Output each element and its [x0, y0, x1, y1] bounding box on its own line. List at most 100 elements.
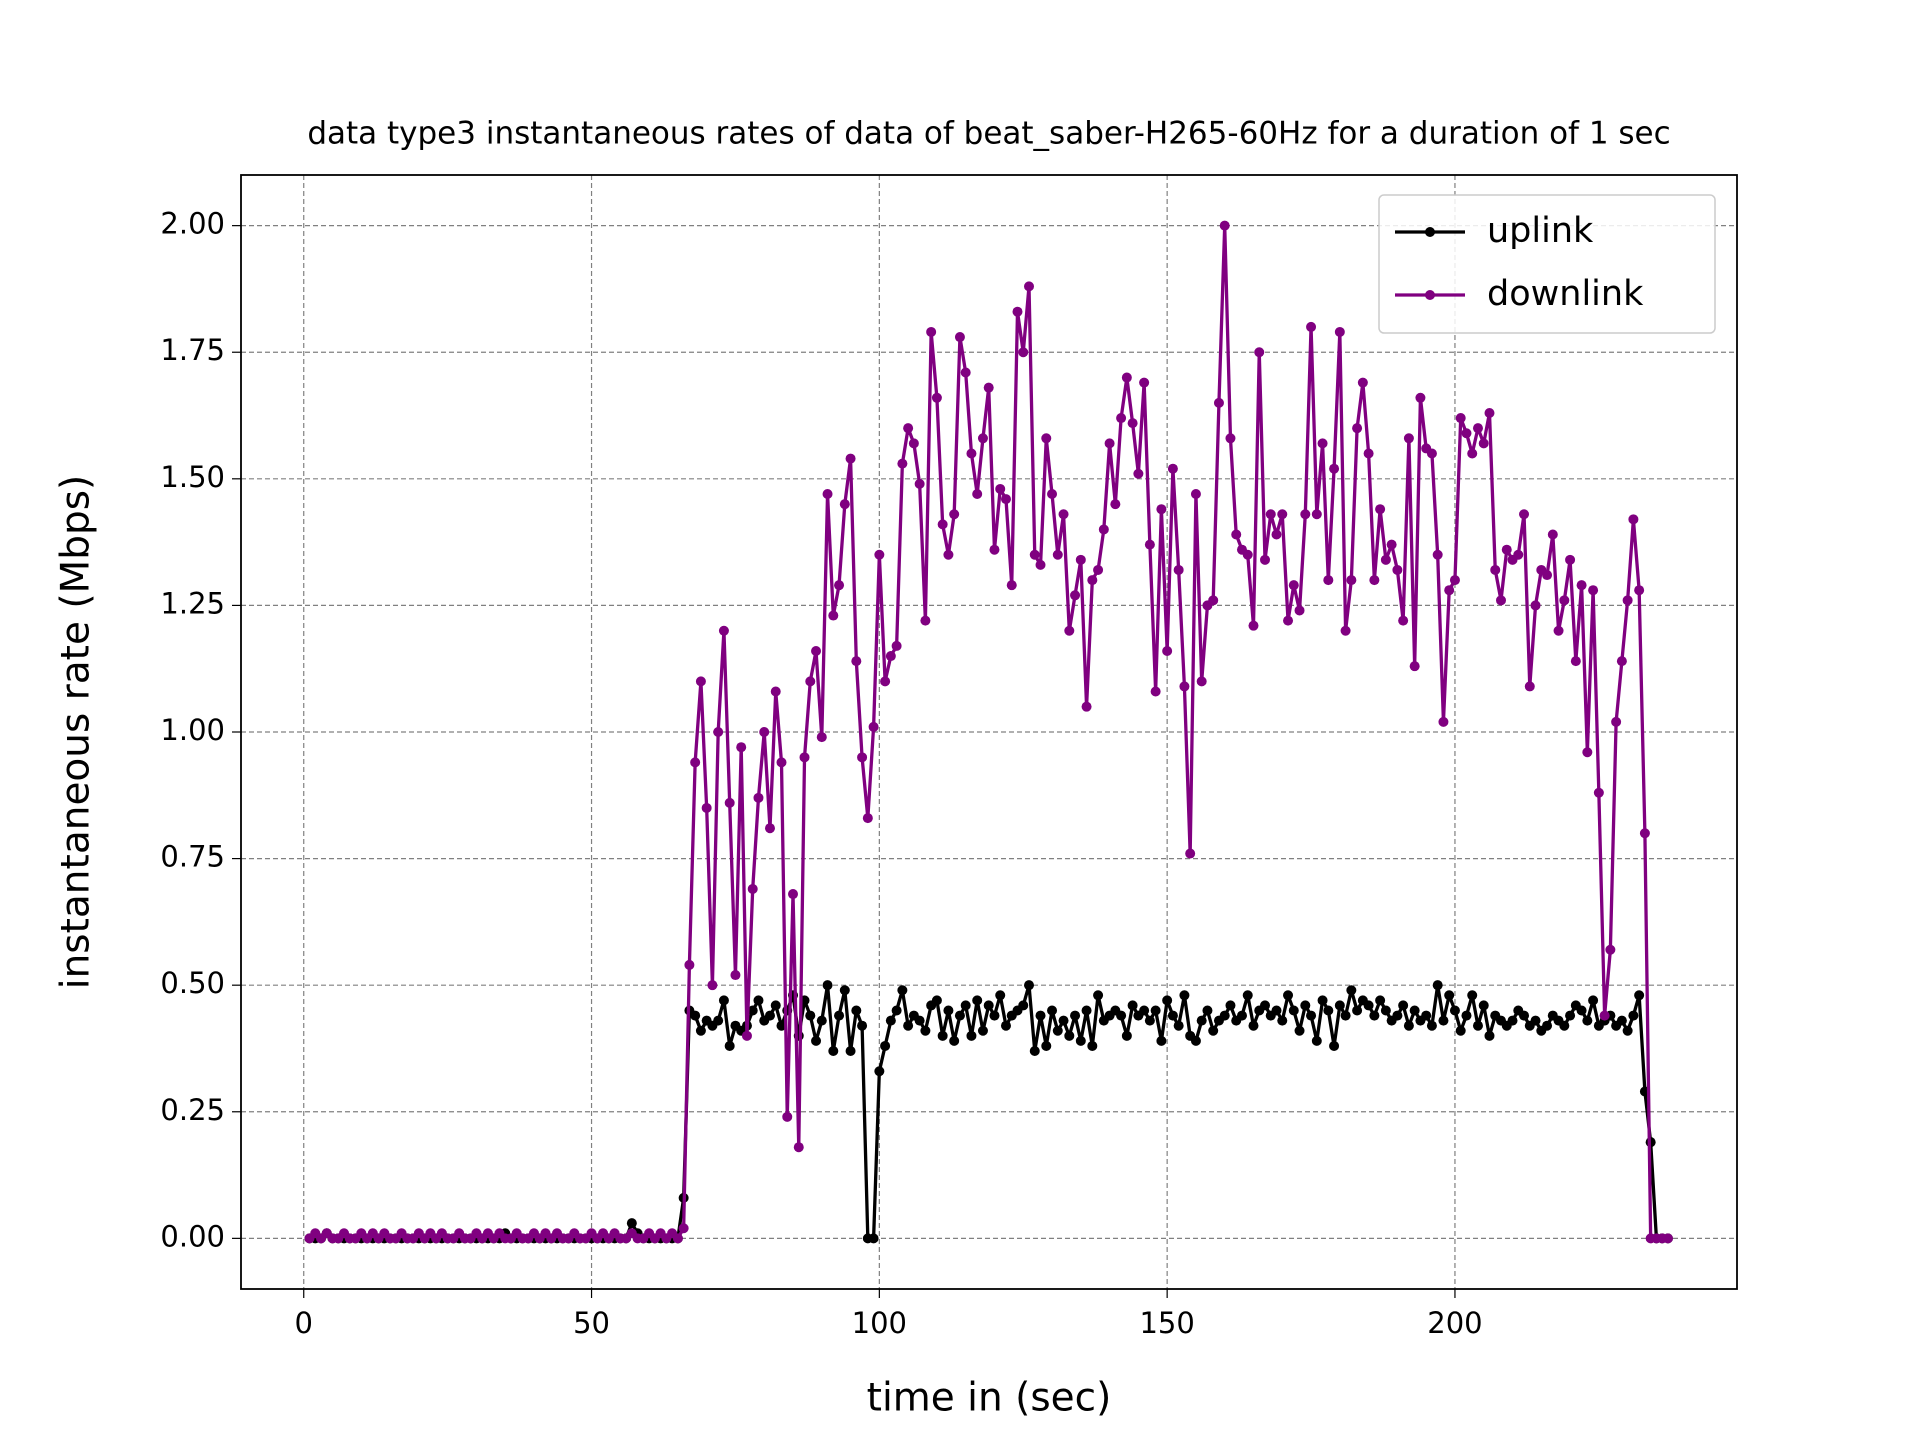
data-point: [707, 980, 718, 991]
data-point: [1104, 438, 1115, 449]
data-point: [805, 1010, 816, 1021]
data-point: [1426, 1020, 1437, 1031]
data-point: [966, 448, 977, 459]
data-point: [1075, 554, 1086, 565]
data-point: [1582, 747, 1593, 758]
data-point: [1530, 600, 1541, 611]
y-tick-label: 0.00: [160, 1219, 225, 1253]
data-point: [1628, 514, 1639, 525]
data-point: [713, 1015, 724, 1026]
data-point: [1438, 1015, 1449, 1026]
data-point: [1000, 494, 1011, 505]
data-point: [851, 656, 862, 667]
data-point: [1127, 418, 1138, 429]
plot-frame: [240, 174, 1738, 1290]
data-point: [1576, 1005, 1587, 1016]
data-point: [828, 610, 839, 621]
data-point: [977, 1025, 988, 1036]
data-point: [1628, 1010, 1639, 1021]
data-point: [914, 1015, 925, 1026]
data-point: [1588, 995, 1599, 1006]
data-point: [1277, 509, 1288, 520]
data-point: [989, 1010, 1000, 1021]
data-point: [695, 676, 706, 687]
data-point: [1438, 716, 1449, 727]
data-point: [816, 1015, 827, 1026]
data-point: [1501, 544, 1512, 555]
data-point: [1294, 1025, 1305, 1036]
data-point: [753, 792, 764, 803]
data-point: [1369, 575, 1380, 586]
data-point: [914, 478, 925, 489]
data-point: [1519, 509, 1530, 520]
data-point: [908, 438, 919, 449]
data-point: [1052, 549, 1063, 560]
data-point: [1582, 1015, 1593, 1026]
data-point: [1455, 1025, 1466, 1036]
data-point: [1173, 1020, 1184, 1031]
y-tick-label: 1.50: [160, 460, 225, 494]
data-point: [1248, 620, 1259, 631]
data-point: [1432, 980, 1443, 991]
data-point: [1006, 580, 1017, 591]
data-point: [1329, 463, 1340, 474]
data-point: [1317, 995, 1328, 1006]
data-point: [1058, 509, 1069, 520]
data-point: [1000, 1020, 1011, 1031]
data-point: [1081, 701, 1092, 712]
data-point: [764, 823, 775, 834]
data-point: [1444, 585, 1455, 596]
legend-box: [1378, 194, 1716, 334]
data-point: [851, 1005, 862, 1016]
data-point: [736, 742, 747, 753]
data-point: [1225, 1000, 1236, 1011]
x-axis-label: time in (sec): [867, 1376, 1112, 1421]
data-point: [1306, 1010, 1317, 1021]
data-point: [1311, 509, 1322, 520]
data-point: [1029, 1046, 1040, 1057]
data-point: [1634, 585, 1645, 596]
data-point: [966, 1030, 977, 1041]
data-point: [1588, 585, 1599, 596]
data-point: [1507, 1015, 1518, 1026]
data-point: [1352, 1005, 1363, 1016]
data-point: [1133, 468, 1144, 479]
data-point: [897, 985, 908, 996]
data-point: [1144, 539, 1155, 550]
data-point: [1231, 529, 1242, 540]
legend-marker: [1425, 227, 1435, 237]
data-point: [862, 813, 873, 824]
x-tick-label: 50: [573, 1306, 610, 1340]
data-point: [1041, 1040, 1052, 1051]
data-point: [776, 757, 787, 768]
data-point: [1380, 1005, 1391, 1016]
data-point: [805, 676, 816, 687]
data-point: [891, 1005, 902, 1016]
data-point: [1565, 554, 1576, 565]
data-point: [1559, 1020, 1570, 1031]
data-point: [920, 615, 931, 626]
data-point: [1478, 438, 1489, 449]
data-point: [1478, 1000, 1489, 1011]
data-point: [983, 382, 994, 393]
data-point: [1340, 625, 1351, 636]
data-point: [1185, 848, 1196, 859]
data-point: [989, 544, 1000, 555]
data-point: [954, 332, 965, 343]
y-tick-label: 0.75: [160, 840, 225, 874]
data-point: [1542, 570, 1553, 581]
data-point: [811, 1035, 822, 1046]
data-point: [1622, 595, 1633, 606]
data-point: [1461, 428, 1472, 439]
data-point: [1196, 676, 1207, 687]
data-point: [1190, 1035, 1201, 1046]
data-point: [949, 1035, 960, 1046]
data-point: [1375, 504, 1386, 515]
data-point: [903, 423, 914, 434]
data-point: [1357, 377, 1368, 388]
data-point: [1519, 1010, 1530, 1021]
data-point: [1605, 944, 1616, 955]
data-point: [1162, 645, 1173, 656]
data-point: [1052, 1025, 1063, 1036]
